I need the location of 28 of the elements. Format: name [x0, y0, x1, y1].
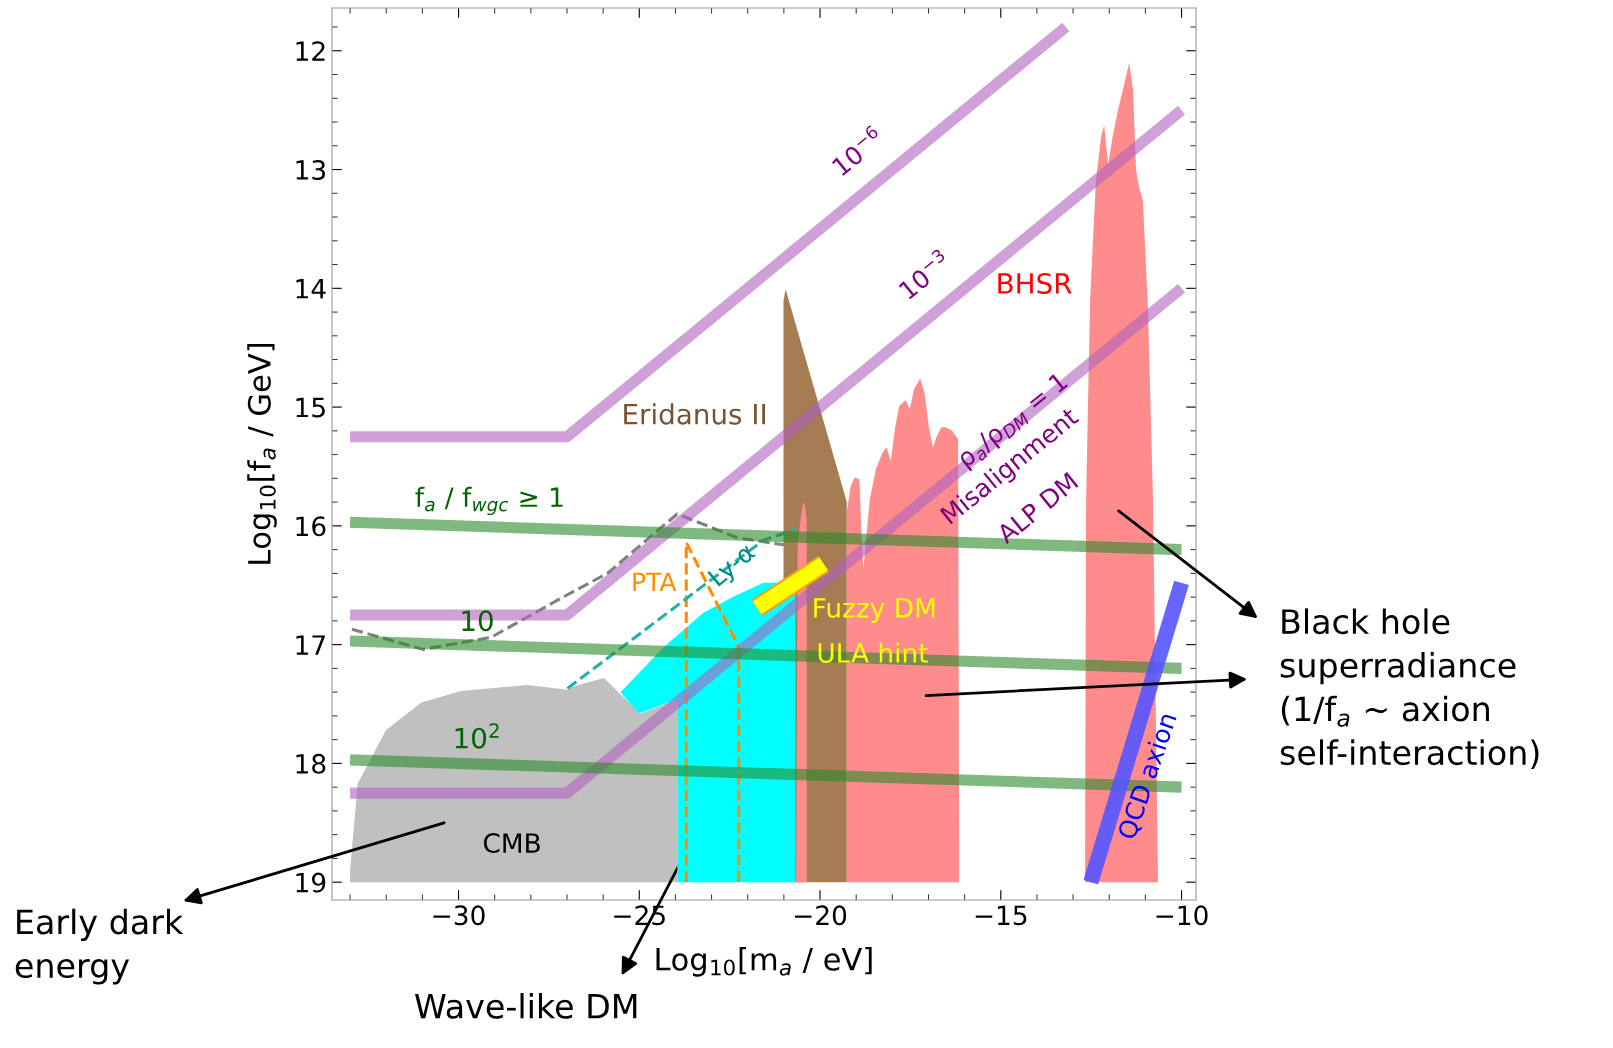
y-tick-label: 18	[296, 753, 326, 774]
annotation: 10$^{−3}$	[895, 248, 952, 300]
annotation: 10$^{−6}$	[828, 124, 886, 177]
text: Early dark energy	[15, 908, 184, 985]
y-tick-label: 13	[296, 159, 326, 180]
text: Wave-like DM	[415, 992, 637, 1019]
x-tick-label: −30	[433, 905, 485, 926]
x-tick-label: −15	[975, 905, 1027, 926]
x-tick-label: −10	[1156, 905, 1208, 926]
y-tick-label: 19	[296, 872, 326, 893]
annotation: f$_{a}$ / f$_{wgc}$ ≥ 1	[415, 486, 563, 516]
x-axis-title: Log$_{10}$[m$_{a}$ / eV]	[656, 947, 872, 977]
y-tick-label: 14	[296, 279, 326, 299]
annotation: PTA	[633, 572, 677, 591]
x-tick-label: −20	[794, 905, 847, 926]
y-tick-label: 15	[296, 397, 325, 418]
annotation: Eridanus II	[624, 403, 765, 425]
annotation: 10$^{2}$	[455, 723, 499, 749]
annotation: 10	[462, 610, 493, 632]
y-tick-label: 17	[296, 635, 325, 655]
annotation: BHSR	[998, 272, 1072, 294]
y-tick-label: 16	[296, 516, 326, 537]
text: Black hole superradiance (1/f$_{a}$ ~ axion self-interaction)	[1280, 608, 1539, 770]
annotation: QCD axion	[1116, 711, 1180, 842]
annotation: CMB	[483, 833, 540, 854]
y-axis-title: Log$_{10}$[f$_{a}$ / GeV]	[247, 343, 277, 564]
annotation: Ly-α	[707, 541, 760, 591]
y-tick-label: 12	[296, 41, 325, 61]
